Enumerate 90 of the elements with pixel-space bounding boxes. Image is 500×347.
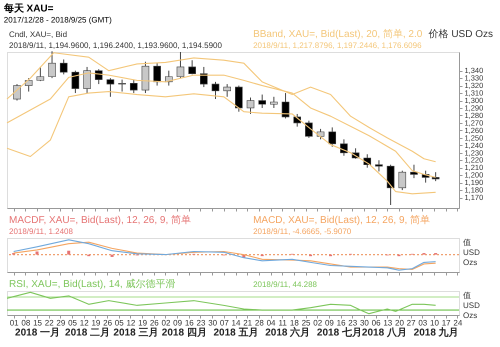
x-tick-label: 23	[348, 318, 358, 328]
text: 2018/9/11, 1.2408	[9, 227, 74, 236]
x-tick-label: 15	[33, 318, 43, 328]
x-tick-label: 24	[453, 318, 463, 328]
x-tick-label: 03	[418, 318, 428, 328]
chart-title: 每天 XAU=	[2, 2, 54, 14]
candlestick	[153, 62, 161, 86]
x2-tick-label: 2018 三月	[113, 328, 158, 338]
candlestick	[118, 79, 126, 92]
candlestick	[176, 52, 184, 79]
x-tick-label: 05	[114, 318, 124, 328]
y-axis-title: 值 USD Ozs	[463, 291, 480, 320]
x-tick-label: 12	[80, 318, 90, 328]
candlestick	[212, 81, 220, 100]
x-tick-label: 08	[21, 318, 31, 328]
x-tick-label: 14	[232, 318, 241, 328]
x-tick-label: 16	[336, 318, 346, 328]
x2-tick-label: 2018 四月	[162, 328, 207, 338]
candlestick	[223, 84, 231, 98]
x-tick-label: 17	[442, 318, 452, 328]
x-tick-label: 02	[313, 318, 323, 328]
candlestick	[106, 78, 114, 98]
x-tick-label: 12	[126, 318, 136, 328]
candlestick	[48, 50, 56, 79]
x-tick-label: 07	[220, 318, 230, 328]
x-tick-label: 19	[138, 318, 148, 328]
x-tick-label: 28	[254, 318, 264, 328]
text: 2018/9/11, 44.288	[253, 280, 318, 289]
candlestick	[24, 78, 32, 92]
x-tick-label: 26	[103, 318, 113, 328]
x-tick-label: 27	[406, 318, 416, 328]
candlestick	[328, 126, 336, 148]
line-series	[6, 91, 436, 194]
text: MACDF, XAU=, Bid(Last), 12, 26, 9, 简单	[9, 214, 192, 226]
x-tick-label: 30	[360, 318, 370, 328]
x2-tick-label: 2018 二月	[65, 328, 110, 338]
candlestick	[375, 160, 383, 172]
x-tick-label: 18	[290, 318, 300, 328]
candlestick	[60, 58, 68, 75]
text: 2018/9/11, 1,194.9600, 1,196.2400, 1,193.9600, 1,194.5900	[9, 41, 222, 50]
candlestick	[36, 66, 44, 82]
candlestick	[270, 96, 278, 108]
candlestick	[72, 70, 80, 94]
x2-tick-label: 2018 九月	[414, 326, 459, 338]
x-tick-label: 09	[173, 318, 183, 328]
x2-tick-label: 2018 八月	[362, 326, 407, 338]
candlestick	[258, 94, 266, 108]
candlestick	[235, 85, 243, 112]
chart-subtitle: 2017/12/28 - 2018/9/25 (GMT)	[4, 16, 112, 24]
x-tick-label: 02	[161, 318, 171, 328]
x-tick-label: 13	[383, 318, 393, 328]
x2-tick-label: 2018 五月	[213, 328, 259, 338]
candlestick	[246, 97, 254, 114]
x-tick-label: 04	[266, 318, 276, 328]
candlestick	[282, 92, 290, 119]
candlestick	[142, 61, 150, 94]
candlestick	[188, 60, 196, 75]
x-tick-label: 10	[430, 318, 440, 328]
text: RSI, XAU=, Bid(Last), 14, 威尔德平滑	[9, 278, 176, 290]
x-tick-label: 06	[372, 318, 382, 328]
text: MACD, XAU=, Bid(Last), 12, 26, 9, 简单	[253, 214, 430, 226]
x-tick-label: 26	[150, 318, 160, 328]
text: 2018/9/11, 1,217.8796, 1,197.2446, 1,176.6096	[253, 41, 422, 50]
x-tick-label: 20	[395, 318, 404, 328]
x2-tick-label: 2018 七月	[316, 326, 362, 338]
y-axis-title: 价格 USD Ozs	[428, 28, 493, 40]
x2-tick-label: 2018 一月	[15, 328, 60, 338]
y-axis-title: 值 USD Ozs	[463, 238, 480, 267]
candlestick	[83, 66, 91, 94]
x2-tick-label: 2018 六月	[265, 326, 310, 338]
candlestick	[13, 84, 21, 102]
candlestick	[200, 66, 208, 88]
x-tick-label: 19	[91, 318, 101, 328]
x-tick-label: 22	[44, 318, 54, 328]
x-tick-label: 16	[184, 318, 194, 328]
x-tick-label: 09	[324, 318, 334, 328]
text: 2018/9/11, -4.6665, -5.9070	[253, 227, 352, 236]
candlestick	[386, 164, 394, 206]
x-tick-label: 23	[196, 318, 206, 328]
x-tick-label: 01	[10, 318, 20, 328]
text: BBand, XAU=, Bid(Last), 20, 简单, 2.0	[253, 28, 423, 40]
x-tick-label: 30	[208, 318, 218, 328]
x-tick-label: 25	[302, 318, 312, 328]
x-tick-label: 05	[68, 318, 78, 328]
text: Cndl, XAU=, Bid	[9, 30, 68, 39]
x-tick-label: 11	[278, 318, 288, 328]
x-tick-label: 29	[56, 318, 66, 328]
candlestick	[130, 79, 138, 94]
x-tick-label: 21	[243, 318, 253, 328]
candlestick	[398, 170, 406, 191]
